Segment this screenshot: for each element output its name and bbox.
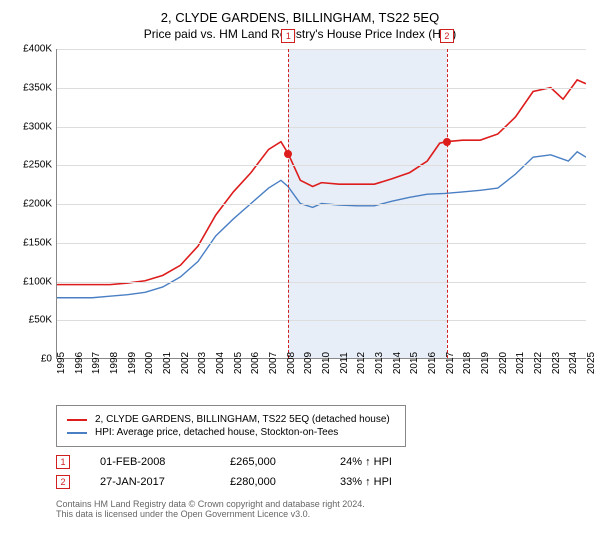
x-tick-label: 2009 <box>303 352 314 374</box>
event-marker-box: 2 <box>440 29 454 43</box>
x-tick-label: 1996 <box>74 352 85 374</box>
legend-label: 2, CLYDE GARDENS, BILLINGHAM, TS22 5EQ (… <box>95 414 390 425</box>
y-tick-label: £300K <box>23 121 52 132</box>
y-tick-label: £200K <box>23 199 52 210</box>
gridline <box>57 49 586 50</box>
transaction-price: £280,000 <box>230 476 310 488</box>
x-tick-label: 2007 <box>268 352 279 374</box>
x-tick-label: 2021 <box>515 352 526 374</box>
x-tick-label: 2015 <box>409 352 420 374</box>
transaction-row: 1 01-FEB-2008 £265,000 24% ↑ HPI <box>56 455 590 469</box>
x-tick-label: 2011 <box>339 352 350 374</box>
chart-container: 2, CLYDE GARDENS, BILLINGHAM, TS22 5EQ P… <box>0 0 600 560</box>
chart-subtitle: Price paid vs. HM Land Registry's House … <box>10 27 590 41</box>
x-tick-label: 2001 <box>162 352 173 374</box>
transaction-marker: 1 <box>56 455 70 469</box>
x-axis-labels: 1995199619971998199920002001200220032004… <box>56 361 586 401</box>
transactions-table: 1 01-FEB-2008 £265,000 24% ↑ HPI 2 27-JAN-201… <box>56 455 590 489</box>
x-tick-label: 1995 <box>56 352 67 374</box>
x-tick-label: 2017 <box>445 352 456 374</box>
event-dot <box>284 150 292 158</box>
gridline <box>57 88 586 89</box>
event-vline <box>447 49 448 358</box>
gridline <box>57 243 586 244</box>
y-tick-label: £0 <box>41 354 52 365</box>
y-tick-label: £250K <box>23 160 52 171</box>
event-marker-box: 1 <box>281 29 295 43</box>
x-tick-label: 2005 <box>233 352 244 374</box>
legend-label: HPI: Average price, detached house, Stoc… <box>95 427 338 438</box>
transaction-date: 01-FEB-2008 <box>100 456 200 468</box>
y-tick-label: £150K <box>23 237 52 248</box>
gridline <box>57 165 586 166</box>
y-tick-label: £350K <box>23 82 52 93</box>
event-dot <box>443 138 451 146</box>
gridline <box>57 320 586 321</box>
x-tick-label: 1998 <box>109 352 120 374</box>
x-tick-label: 2023 <box>551 352 562 374</box>
footer-line1: Contains HM Land Registry data © Crown c… <box>56 499 590 509</box>
gridline <box>57 282 586 283</box>
legend: 2, CLYDE GARDENS, BILLINGHAM, TS22 5EQ (… <box>56 405 406 447</box>
series-property <box>57 80 586 285</box>
y-tick-label: £100K <box>23 276 52 287</box>
transaction-marker: 2 <box>56 475 70 489</box>
transaction-row: 2 27-JAN-2017 £280,000 33% ↑ HPI <box>56 475 590 489</box>
x-tick-label: 2002 <box>180 352 191 374</box>
x-tick-label: 2008 <box>286 352 297 374</box>
transaction-date: 27-JAN-2017 <box>100 476 200 488</box>
x-tick-label: 2004 <box>215 352 226 374</box>
x-tick-label: 1997 <box>91 352 102 374</box>
x-tick-label: 2020 <box>498 352 509 374</box>
legend-swatch <box>67 432 87 434</box>
y-tick-label: £50K <box>29 315 52 326</box>
legend-swatch <box>67 419 87 421</box>
event-vline <box>288 49 289 358</box>
chart-area: £0£50K£100K£150K£200K£250K£300K£350K£400… <box>10 49 590 399</box>
x-tick-label: 2010 <box>321 352 332 374</box>
footer-line2: This data is licensed under the Open Gov… <box>56 509 590 519</box>
x-tick-label: 2019 <box>480 352 491 374</box>
legend-row: 2, CLYDE GARDENS, BILLINGHAM, TS22 5EQ (… <box>67 414 395 425</box>
gridline <box>57 204 586 205</box>
series-hpi <box>57 152 586 298</box>
x-tick-label: 2014 <box>392 352 403 374</box>
x-tick-label: 2024 <box>568 352 579 374</box>
y-tick-label: £400K <box>23 44 52 55</box>
x-tick-label: 2025 <box>586 352 597 374</box>
footer-attribution: Contains HM Land Registry data © Crown c… <box>56 499 590 519</box>
gridline <box>57 127 586 128</box>
x-tick-label: 2000 <box>144 352 155 374</box>
x-tick-label: 2022 <box>533 352 544 374</box>
transaction-diff: 33% ↑ HPI <box>340 476 392 488</box>
x-tick-label: 2006 <box>250 352 261 374</box>
legend-row: HPI: Average price, detached house, Stoc… <box>67 427 395 438</box>
chart-title: 2, CLYDE GARDENS, BILLINGHAM, TS22 5EQ <box>10 10 590 25</box>
y-axis-labels: £0£50K£100K£150K£200K£250K£300K£350K£400… <box>10 49 54 359</box>
plot-area: 12 <box>56 49 586 359</box>
transaction-diff: 24% ↑ HPI <box>340 456 392 468</box>
x-tick-label: 2016 <box>427 352 438 374</box>
x-tick-label: 2012 <box>356 352 367 374</box>
x-tick-label: 2013 <box>374 352 385 374</box>
x-tick-label: 2018 <box>462 352 473 374</box>
x-tick-label: 2003 <box>197 352 208 374</box>
x-tick-label: 1999 <box>127 352 138 374</box>
transaction-price: £265,000 <box>230 456 310 468</box>
